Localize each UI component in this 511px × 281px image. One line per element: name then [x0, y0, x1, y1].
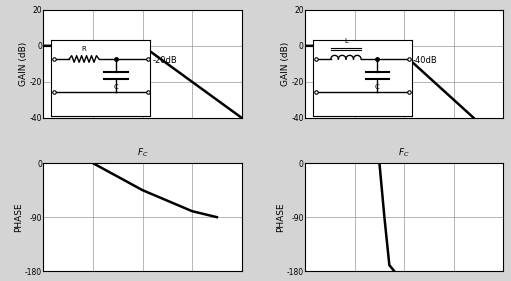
Y-axis label: GAIN (dB): GAIN (dB)	[281, 42, 290, 86]
Text: F$_C$: F$_C$	[137, 146, 148, 159]
Text: F$_C$: F$_C$	[399, 146, 410, 159]
Y-axis label: GAIN (dB): GAIN (dB)	[19, 42, 28, 86]
Y-axis label: PHASE: PHASE	[14, 202, 24, 232]
Y-axis label: PHASE: PHASE	[276, 202, 285, 232]
Text: -40dB: -40dB	[412, 56, 437, 65]
Text: -20dB: -20dB	[152, 56, 177, 65]
